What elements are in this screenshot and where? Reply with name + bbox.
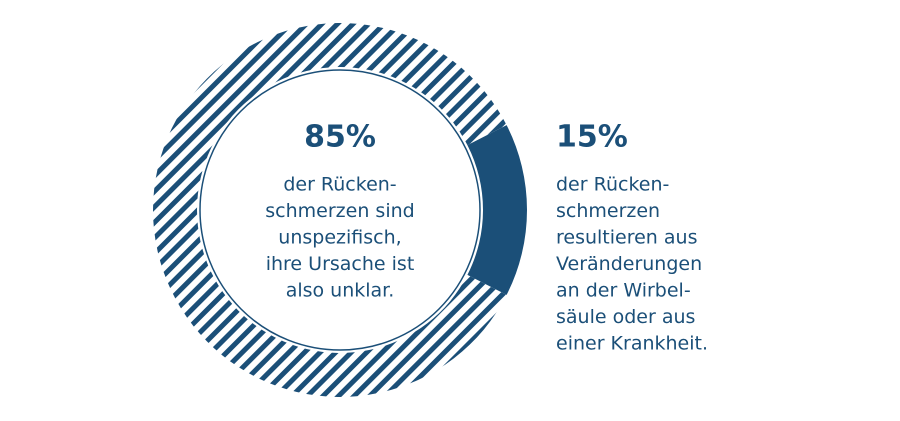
description-line: der Rücken- [556, 174, 669, 196]
value-label: 85% [304, 120, 376, 155]
description-line: ihre Ursache ist [266, 253, 415, 275]
description-line: säule oder aus [556, 306, 695, 328]
value-label: 15% [556, 120, 628, 155]
description-line: an der Wirbel- [556, 280, 691, 302]
donut-segment [467, 125, 527, 295]
description-line: Veränderungen [556, 253, 702, 275]
description-line: der Rücken- [283, 174, 396, 196]
inner-circle [199, 69, 481, 351]
description-line: unspezifisch, [278, 227, 401, 249]
description-line: also unklar. [286, 280, 395, 302]
description-line: einer Krankheit. [556, 333, 708, 355]
description-line: schmerzen sind [265, 200, 414, 222]
description-line: resultieren aus [556, 227, 697, 249]
description-line: schmerzen [556, 200, 660, 222]
